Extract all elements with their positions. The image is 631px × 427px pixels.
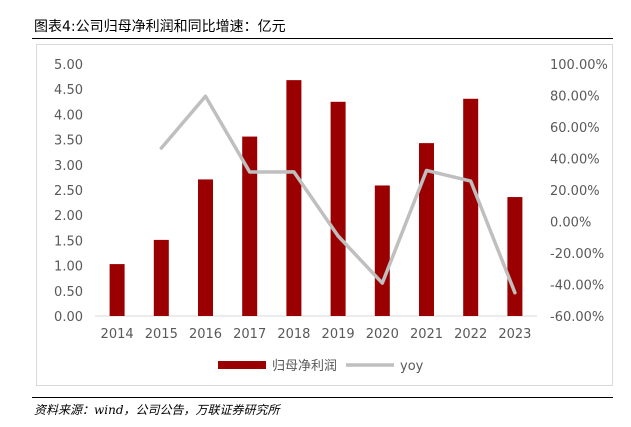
left-tick-label: 0.00 — [54, 310, 83, 325]
chart-frame — [36, 44, 613, 386]
right-tick-label: -40.00% — [550, 279, 604, 294]
x-tick-label: 2019 — [322, 327, 355, 342]
right-tick-label: 100.00% — [550, 58, 608, 73]
x-tick-label: 2023 — [498, 327, 531, 342]
left-tick-label: 1.00 — [54, 260, 83, 275]
profit-bar — [463, 98, 479, 316]
profit-bars — [109, 80, 523, 317]
profit-bar — [242, 136, 258, 316]
x-tick-label: 2022 — [454, 327, 487, 342]
left-tick-label: 2.50 — [54, 184, 83, 199]
right-tick-label: 0.00% — [550, 216, 591, 231]
x-tick-label: 2014 — [101, 327, 134, 342]
right-tick-label: 80.00% — [550, 90, 600, 105]
profit-bar — [109, 264, 125, 316]
right-tick-label: 20.00% — [550, 184, 600, 199]
profit-bar — [153, 239, 169, 316]
left-tick-label: 5.00 — [54, 58, 83, 73]
left-tick-label: 4.50 — [54, 83, 83, 98]
profit-bar — [419, 143, 434, 316]
x-tick-label: 2021 — [410, 327, 443, 342]
left-tick-label: 1.50 — [54, 234, 83, 249]
profit-bar — [198, 179, 213, 316]
profit-bar — [507, 197, 523, 316]
legend-swatch-profit — [218, 361, 266, 369]
profit-bar — [286, 80, 302, 317]
x-axis-ticks: 2014 2015 2016 2017 2018 2019 2020 2021 2022 2023 — [101, 327, 532, 342]
yoy-line — [159, 94, 517, 295]
x-tick-label: 2020 — [366, 327, 399, 342]
legend-label-profit: 归母净利润 — [272, 359, 337, 374]
left-tick-label: 3.00 — [54, 159, 83, 174]
x-tick-label: 2016 — [189, 327, 222, 342]
left-tick-label: 4.00 — [54, 108, 83, 123]
right-axis-ticks: -60.00% -40.00% -20.00% 0.00% 20.00% 40.00% 60… — [550, 58, 608, 325]
x-tick-label: 2017 — [233, 327, 266, 342]
profit-bar — [374, 185, 390, 316]
x-tick-label: 2018 — [277, 327, 310, 342]
title-divider — [32, 38, 613, 39]
legend-label-yoy: yoy — [400, 359, 424, 374]
right-tick-label: -20.00% — [550, 247, 604, 262]
profit-bar — [330, 101, 346, 316]
source-note: 资料来源：wind，公司公告，万联证券研究所 — [34, 403, 280, 417]
right-tick-label: 60.00% — [550, 121, 600, 136]
x-tick-label: 2015 — [145, 327, 178, 342]
right-tick-label: 40.00% — [550, 153, 600, 168]
legend: 归母净利润 yoy — [218, 359, 424, 374]
left-tick-label: 2.00 — [54, 209, 83, 224]
source-divider — [32, 397, 613, 398]
left-tick-label: 3.50 — [54, 134, 83, 149]
left-axis-ticks: 0.00 0.50 1.00 1.50 2.00 2.50 3.00 3.50 4.00 4.50… — [54, 58, 83, 325]
right-tick-label: -60.00% — [550, 310, 604, 325]
chart-title: 图表4:公司归母净利润和同比增速：亿元 — [34, 19, 286, 35]
left-tick-label: 0.50 — [54, 285, 83, 300]
